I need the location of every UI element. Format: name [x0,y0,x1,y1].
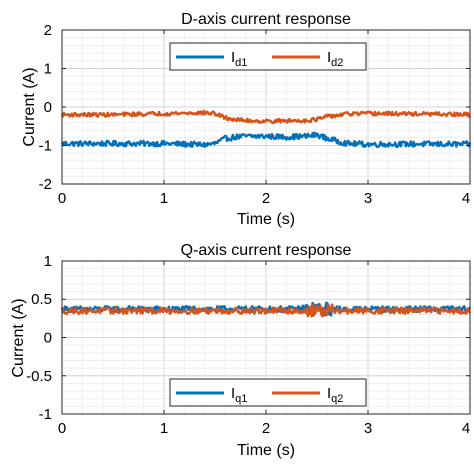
x-tick-label: 1 [160,190,168,207]
x-tick-label: 0 [58,420,66,437]
x-tick-label: 1 [160,420,168,437]
y-tick-label: 1 [44,253,52,270]
legend-label: Iq1 [231,385,247,405]
legend-label: Id2 [327,49,343,69]
x-tick-label: 3 [364,420,372,437]
x-tick-label: 0 [58,190,66,207]
x-tick-label: 3 [364,190,372,207]
y-tick-label: 0.5 [31,291,52,308]
y-tick-label: 1 [44,61,52,78]
y-axis-label: Current (A) [10,298,27,377]
y-tick-label: -1 [39,138,52,155]
x-tick-label: 2 [262,190,270,207]
y-tick-label: 0 [44,99,52,116]
chart-title: D-axis current response [181,11,351,28]
tick-marks [61,260,471,415]
y-tick-label: -0.5 [26,368,52,385]
y-tick-label: -2 [39,176,52,193]
chart-title: Q-axis current response [181,242,352,259]
series-line-id1 [60,131,472,149]
y-tick-label: 0 [44,330,52,347]
legend: Id1 Id2 [169,42,367,71]
tick-marks [61,29,471,185]
legend-label: Id1 [231,49,247,69]
legend-label: Iq2 [327,385,343,405]
series-lines [60,109,472,149]
x-tick-label: 4 [462,420,470,437]
x-tick-label: 4 [462,190,470,207]
y-tick-label: -1 [39,406,52,423]
series-line-id2 [60,109,471,125]
series-line-iq2 [61,303,471,318]
q-axis-chart: Q-axis current response 1 0.5 0 -0.5 -1 … [10,242,472,459]
d-axis-chart: D-axis current response 2 1 0 -1 -2 0 1 … [21,11,472,228]
legend: Iq1 Iq2 [169,378,367,407]
x-tick-label: 2 [262,420,270,437]
x-axis-label: Time (s) [237,442,295,459]
series-lines [60,301,472,318]
x-axis-label: Time (s) [237,211,295,228]
y-tick-label: 2 [44,22,52,39]
y-axis-label: Current (A) [21,67,38,146]
